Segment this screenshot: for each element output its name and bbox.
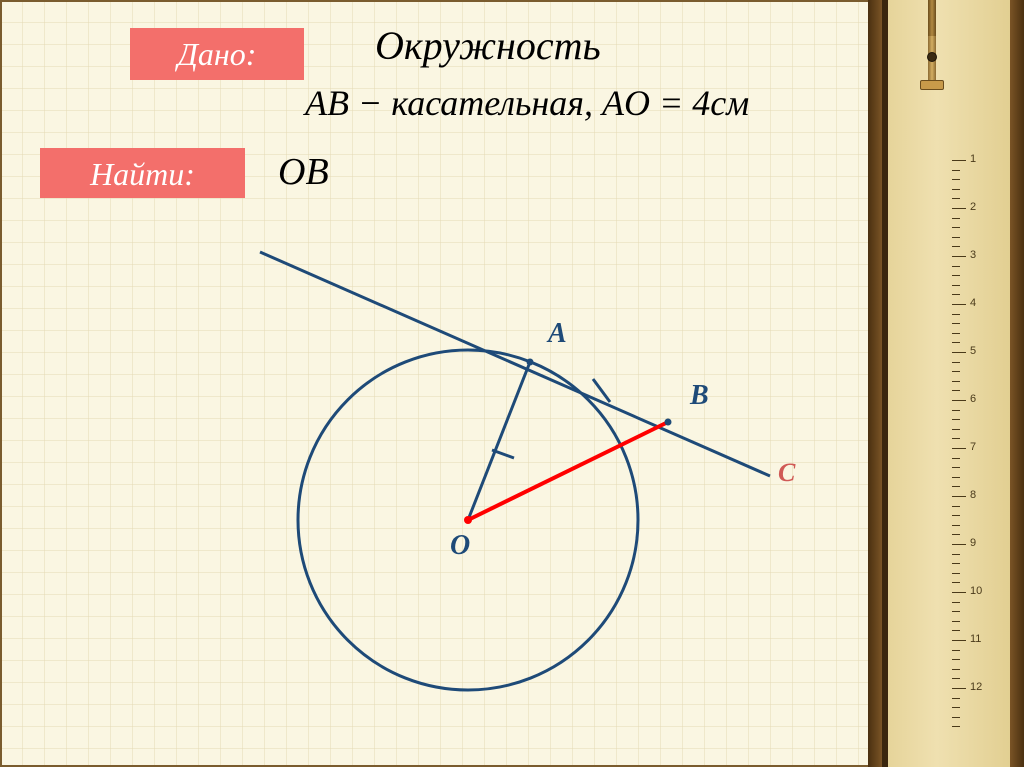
ruler-tick-minor <box>952 371 960 372</box>
ruler-tick-major <box>952 400 966 401</box>
ruler-tick-minor <box>952 698 960 699</box>
ruler-tick-major <box>952 256 966 257</box>
ruler-tick-major <box>952 448 966 449</box>
find-label: Найти: <box>90 156 195 192</box>
ruler-number: 7 <box>970 441 976 453</box>
ruler-tick-minor <box>952 506 960 507</box>
ruler-tick-minor <box>952 534 960 535</box>
ruler-tick-minor <box>952 525 960 526</box>
label-B: B <box>690 380 709 412</box>
given-label: Дано: <box>178 36 257 72</box>
ruler-tick-minor <box>952 237 960 238</box>
label-O: O <box>450 530 470 562</box>
ruler-tick-minor <box>952 189 960 190</box>
ruler-number: 8 <box>970 489 976 501</box>
ruler-number: 4 <box>970 297 976 309</box>
ruler-number: 6 <box>970 393 976 405</box>
ruler-tick-minor <box>952 477 960 478</box>
ruler-tick-minor <box>952 621 960 622</box>
ruler-tick-minor <box>952 669 960 670</box>
ruler-tick-minor <box>952 717 960 718</box>
ruler-tick-minor <box>952 170 960 171</box>
ruler-tick-minor <box>952 246 960 247</box>
ruler-tick-minor <box>952 179 960 180</box>
ruler-tick-minor <box>952 342 960 343</box>
ruler-tick-minor <box>952 573 960 574</box>
ruler-tick-minor <box>952 707 960 708</box>
ruler-tick-minor <box>952 611 960 612</box>
ruler-tick-minor <box>952 438 960 439</box>
ruler-number: 10 <box>970 585 982 597</box>
ruler-tick-major <box>952 304 966 305</box>
ruler-tick-major <box>952 496 966 497</box>
ruler-tick-minor <box>952 602 960 603</box>
find-box: Найти: <box>40 148 245 198</box>
ruler-number: 3 <box>970 249 976 261</box>
ruler-tick-minor <box>952 678 960 679</box>
ruler-number: 5 <box>970 345 976 357</box>
ruler-tick-minor <box>952 410 960 411</box>
ruler-tick-minor <box>952 294 960 295</box>
ruler-number: 12 <box>970 681 982 693</box>
target-text: OB <box>278 150 329 194</box>
ruler-tick-major <box>952 688 966 689</box>
ruler-tick-minor <box>952 390 960 391</box>
ruler-tick-minor <box>952 659 960 660</box>
ruler-tick-minor <box>952 323 960 324</box>
ruler-tick-minor <box>952 554 960 555</box>
ruler-tick-minor <box>952 419 960 420</box>
ruler-tick-major <box>952 160 966 161</box>
ruler-tick-major <box>952 544 966 545</box>
ruler-tick-minor <box>952 486 960 487</box>
label-C: C <box>778 458 795 488</box>
ruler-tick-major <box>952 592 966 593</box>
given-box: Дано: <box>130 28 304 80</box>
ruler-tick-minor <box>952 630 960 631</box>
ruler-tick-major <box>952 208 966 209</box>
ruler-tick-minor <box>952 198 960 199</box>
ruler-tick-minor <box>952 582 960 583</box>
ruler-scale: 123456789101112 <box>952 0 1012 767</box>
ruler-tick-minor <box>952 362 960 363</box>
label-A: A <box>548 318 567 350</box>
title-text: Окружность <box>375 22 601 69</box>
ruler-tick-minor <box>952 650 960 651</box>
ruler-number: 1 <box>970 153 976 165</box>
ruler-tick-minor <box>952 381 960 382</box>
ruler-tick-minor <box>952 515 960 516</box>
ruler-tick-minor <box>952 285 960 286</box>
ruler-tick-minor <box>952 227 960 228</box>
ruler-tick-major <box>952 352 966 353</box>
ruler-tick-minor <box>952 429 960 430</box>
ruler-tick-major <box>952 640 966 641</box>
ruler-tick-minor <box>952 726 960 727</box>
ruler-number: 11 <box>970 633 981 645</box>
ruler-tick-minor <box>952 333 960 334</box>
ruler-tick-minor <box>952 266 960 267</box>
ruler-tick-minor <box>952 458 960 459</box>
ruler-tick-minor <box>952 275 960 276</box>
ruler-tick-minor <box>952 563 960 564</box>
ruler-tick-minor <box>952 467 960 468</box>
ruler-tick-minor <box>952 314 960 315</box>
ruler-tick-minor <box>952 218 960 219</box>
ruler-decoration: 123456789101112 <box>868 0 1024 767</box>
ruler-number: 9 <box>970 537 976 549</box>
given-condition-text: AB − касательная, AO = 4см <box>305 82 749 124</box>
ruler-number: 2 <box>970 201 976 213</box>
